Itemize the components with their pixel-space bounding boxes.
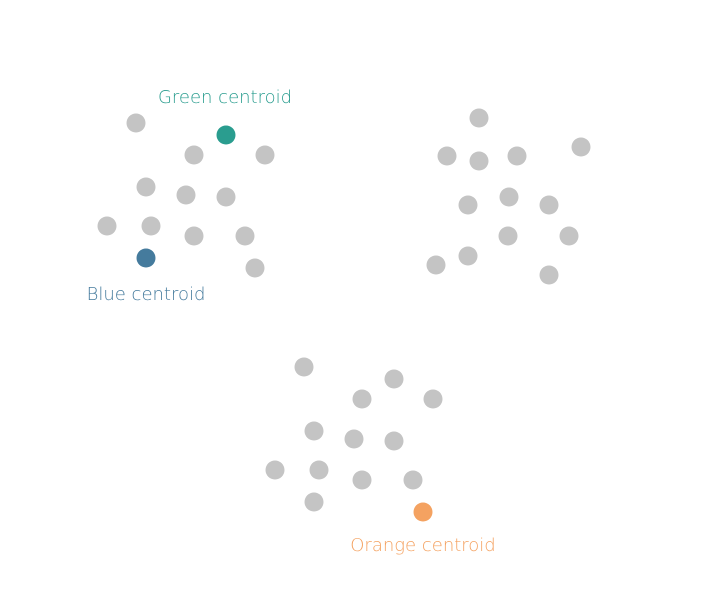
data-point (571, 137, 591, 157)
data-point (216, 187, 236, 207)
data-point (458, 246, 478, 266)
blue-centroid-marker (136, 248, 156, 268)
data-point (294, 357, 314, 377)
data-point (426, 255, 446, 275)
data-point (437, 146, 457, 166)
data-point (184, 226, 204, 246)
data-point (458, 195, 478, 215)
green-centroid-label: Green centroid (158, 87, 292, 108)
data-point (403, 470, 423, 490)
data-point (184, 145, 204, 165)
cluster-top-left (97, 113, 275, 278)
data-point (245, 258, 265, 278)
data-point (255, 145, 275, 165)
data-point (384, 431, 404, 451)
data-point (352, 389, 372, 409)
orange-centroid-label: Orange centroid (350, 535, 496, 556)
data-point (507, 146, 527, 166)
data-point (97, 216, 117, 236)
data-point (176, 185, 196, 205)
data-point (344, 429, 364, 449)
cluster-bottom (265, 357, 443, 512)
data-point (539, 265, 559, 285)
blue-centroid-label: Blue centroid (87, 284, 206, 305)
data-point (499, 187, 519, 207)
cluster-top-right (426, 108, 591, 285)
data-point (141, 216, 161, 236)
green-centroid-marker (216, 125, 236, 145)
data-point (304, 421, 324, 441)
data-point (498, 226, 518, 246)
data-point (309, 460, 329, 480)
data-point (235, 226, 255, 246)
orange-centroid-marker (413, 502, 433, 522)
data-point (126, 113, 146, 133)
data-point (136, 177, 156, 197)
data-point (469, 108, 489, 128)
data-point (469, 151, 489, 171)
data-point (352, 470, 372, 490)
data-point (265, 460, 285, 480)
data-point (539, 195, 559, 215)
data-point (384, 369, 404, 389)
data-point (423, 389, 443, 409)
data-point (304, 492, 324, 512)
data-point (559, 226, 579, 246)
